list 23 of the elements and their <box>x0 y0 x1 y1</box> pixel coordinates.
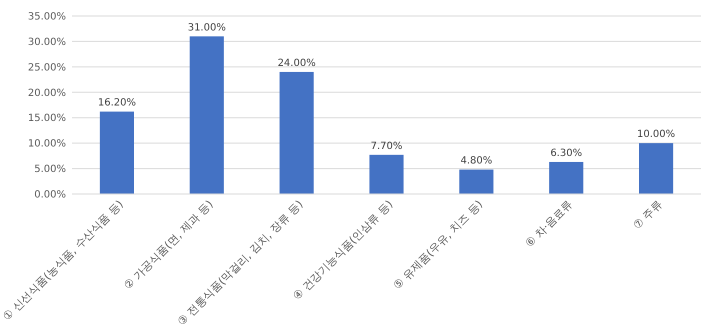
y-tick-label: 0.00% <box>34 190 66 200</box>
y-tick-label: 5.00% <box>34 164 66 176</box>
bar <box>100 112 134 194</box>
data-label: 16.20% <box>98 98 136 109</box>
data-label: 31.00% <box>188 22 226 34</box>
bar <box>280 72 314 194</box>
y-tick-label: 10.00% <box>28 138 66 150</box>
data-label: 6.30% <box>550 148 582 159</box>
bar <box>459 170 494 194</box>
data-label: 7.70% <box>370 140 402 152</box>
data-label: 10.00% <box>637 129 676 140</box>
bar <box>639 143 674 194</box>
bar <box>190 36 224 194</box>
y-tick-label: 35.00% <box>28 12 66 22</box>
bar <box>549 162 584 194</box>
data-label: 24.00% <box>278 58 316 69</box>
y-tick-label: 15.00% <box>28 113 66 124</box>
data-label: 4.80% <box>460 156 492 167</box>
y-tick-label: 20.00% <box>28 88 66 99</box>
y-tick-label: 25.00% <box>28 62 66 74</box>
bar <box>369 154 404 194</box>
y-tick-label: 30.00% <box>28 36 66 48</box>
x-tick-label: ⑦ 주류 <box>630 198 665 232</box>
